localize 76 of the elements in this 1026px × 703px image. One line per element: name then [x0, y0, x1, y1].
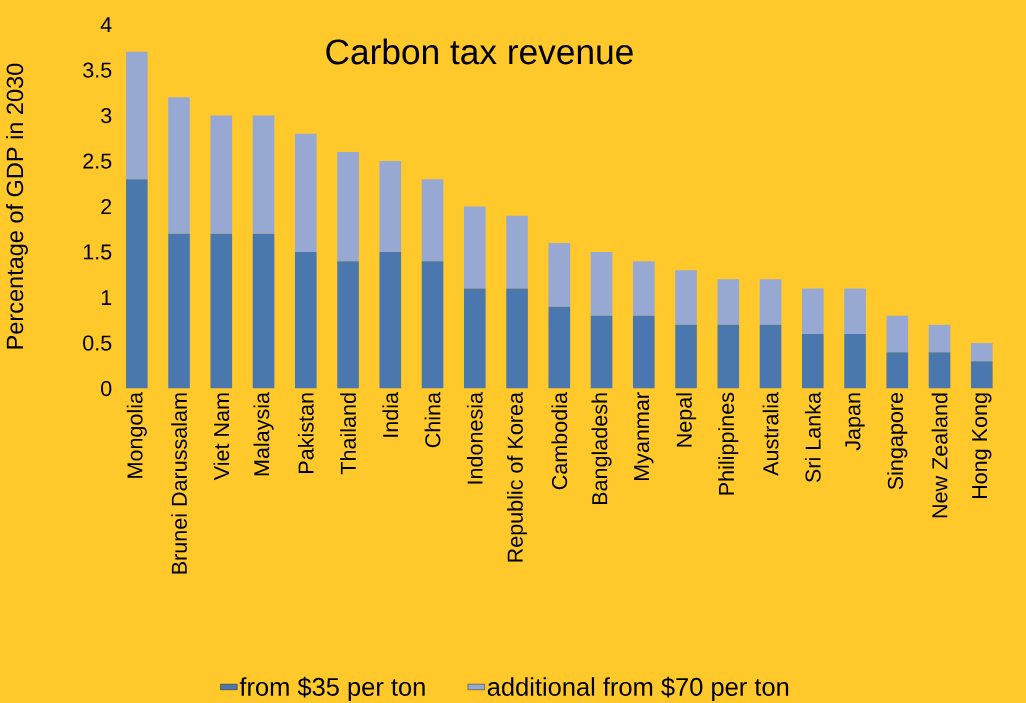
bar — [928, 351, 951, 389]
x-tick-label: Philippines — [718, 392, 739, 495]
bar — [928, 324, 951, 352]
x-tick-label: Pakistan — [297, 393, 314, 473]
bar — [675, 324, 697, 389]
y-tick-label: 3 — [101, 107, 112, 124]
bar — [675, 270, 697, 325]
bar — [886, 351, 909, 389]
bar — [379, 160, 402, 252]
bar — [632, 261, 655, 316]
bar — [210, 233, 233, 389]
y-tick-label: 0.5 — [83, 335, 112, 351]
bar — [337, 261, 359, 389]
legend-label: from $35 per ton — [239, 676, 425, 701]
x-tick-label: Thailand — [340, 393, 356, 475]
x-tick-label: Bangladesh — [591, 393, 612, 504]
bar — [337, 151, 359, 262]
bar — [717, 279, 740, 325]
bar — [970, 361, 993, 389]
y-tick-label: 3.5 — [83, 62, 112, 78]
chart-title: Carbon tax revenue — [326, 38, 633, 65]
bar — [294, 133, 317, 252]
bar — [125, 179, 148, 389]
bar — [844, 333, 866, 389]
x-tick-label: Brunei Darussalam — [171, 393, 187, 574]
x-tick-label: Mongolia — [126, 391, 147, 478]
bar — [548, 306, 571, 389]
bar — [463, 206, 486, 289]
bar — [506, 215, 528, 289]
y-tick-label: 2.5 — [83, 153, 112, 169]
x-tick-label: Nepal — [675, 393, 697, 447]
x-tick-label: Republic of Korea — [506, 391, 528, 562]
bar — [252, 115, 275, 234]
x-tick-label: Singapore — [887, 392, 908, 490]
x-tick-label: China — [424, 391, 441, 448]
y-tick-label: 0 — [101, 380, 112, 397]
x-tick-label: Indonesia — [466, 391, 483, 484]
bar — [970, 342, 993, 362]
bar — [421, 179, 444, 262]
x-tick-label: Viet Nam — [213, 393, 230, 481]
bar — [294, 251, 317, 389]
bar — [506, 288, 528, 389]
x-tick-label: New Zealand — [931, 393, 948, 518]
x-tick-label: Japan — [845, 393, 865, 451]
bar — [168, 233, 190, 389]
x-tick-label: India — [382, 391, 399, 437]
bar — [252, 233, 275, 389]
y-tick-label: 1 — [101, 289, 112, 305]
bar — [717, 324, 740, 389]
legend-label: additional from $70 per ton — [487, 676, 789, 701]
x-tick-label: Sri Lanka — [804, 391, 821, 482]
x-tick-label: Myanmar — [634, 392, 654, 480]
bar — [886, 315, 909, 352]
bar — [801, 333, 824, 389]
bar — [548, 242, 571, 307]
bar — [590, 315, 613, 389]
bar — [125, 51, 148, 180]
y-tick-label: 4 — [100, 17, 112, 32]
bar — [801, 288, 824, 334]
bar — [759, 279, 782, 325]
bar — [759, 324, 782, 389]
bar — [463, 288, 486, 389]
y-tick-label: 1.5 — [83, 244, 112, 260]
bar — [590, 251, 613, 316]
x-tick-label: Cambodia — [551, 391, 568, 490]
bar — [210, 115, 233, 234]
x-tick-label: Malaysia — [253, 391, 274, 476]
y-tick-label: 2 — [101, 198, 112, 214]
bar — [632, 315, 655, 389]
y-axis-title: Percentage of GDP in 2030 — [5, 63, 28, 349]
bar — [421, 261, 444, 389]
bar — [844, 288, 866, 334]
bar — [168, 97, 190, 234]
x-tick-label: Australia — [762, 391, 779, 476]
x-tick-label: Hong Kong — [972, 393, 992, 498]
bar — [379, 251, 402, 389]
